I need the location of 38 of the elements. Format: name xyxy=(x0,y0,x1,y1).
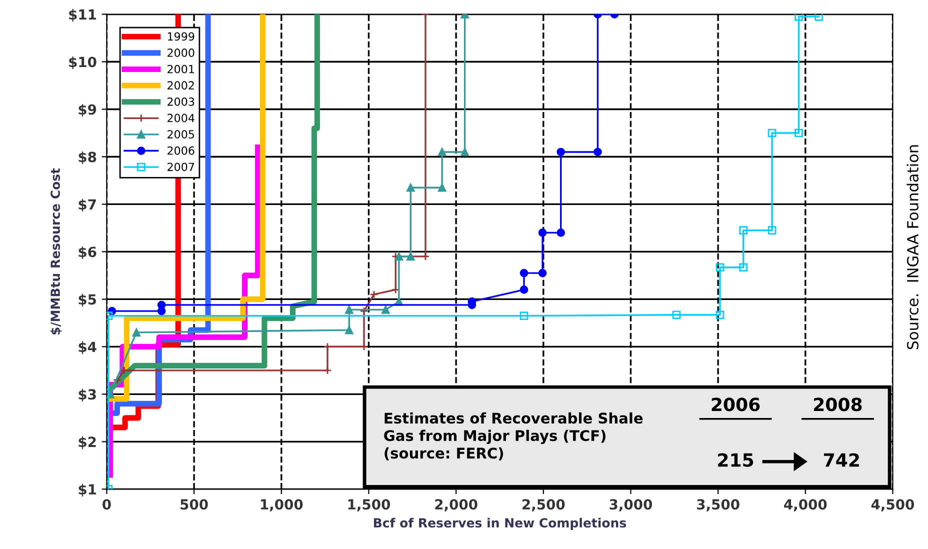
y-tick-label: $1 xyxy=(78,484,96,496)
annotation: 2008 xyxy=(814,398,862,412)
x-tick-label: 1,500 xyxy=(348,499,390,512)
y-tick-label: $11 xyxy=(69,8,96,22)
x-tick-label: 4,500 xyxy=(871,499,914,512)
x-tick-label: 2,500 xyxy=(522,499,565,512)
legend-label: 2000 xyxy=(168,48,194,57)
source-note: Source. INGAA Foundation xyxy=(906,145,919,350)
x-tick-label: 3,000 xyxy=(610,499,652,512)
y-tick-label: $8 xyxy=(78,151,96,164)
annotation: 215 xyxy=(718,453,754,467)
annotation: Estimates of Recoverable Shale Gas from Major Plays (TCF) (source: FERC) xyxy=(384,412,643,460)
x-tick-label: 500 xyxy=(180,499,208,510)
x-tick-label: 4,000 xyxy=(784,499,827,512)
x-tick-label: 2,000 xyxy=(435,499,478,512)
y-tick-label: $9 xyxy=(78,104,96,117)
x-tick-label: 1,000 xyxy=(260,499,303,512)
annotation: 2006 xyxy=(712,398,760,412)
y-tick-label: $10 xyxy=(69,56,96,70)
y-tick-label: $6 xyxy=(78,246,96,260)
x-tick-label: 0 xyxy=(102,499,111,510)
y-axis-title: $/MMBtu Resource Cost xyxy=(50,168,62,334)
y-tick-label: $2 xyxy=(78,436,96,449)
y-tick-label: $4 xyxy=(78,341,96,354)
legend-label: 2001 xyxy=(168,64,194,74)
legend-label: 2007 xyxy=(168,162,194,172)
x-axis-title: Bcf of Reserves in New Completions xyxy=(374,518,626,530)
legend-label: 1999 xyxy=(168,32,194,41)
x-tick-label: 3,500 xyxy=(697,499,740,512)
y-tick-label: $3 xyxy=(78,388,96,402)
y-tick-label: $5 xyxy=(78,294,96,307)
legend-label: 2004 xyxy=(168,114,194,122)
annotation: 742 xyxy=(824,453,859,467)
legend-label: 2006 xyxy=(168,146,194,155)
legend-label: 2003 xyxy=(168,97,194,106)
legend-label: 2002 xyxy=(168,81,194,90)
legend-label: 2005 xyxy=(168,130,194,139)
y-tick-label: $7 xyxy=(78,198,96,212)
